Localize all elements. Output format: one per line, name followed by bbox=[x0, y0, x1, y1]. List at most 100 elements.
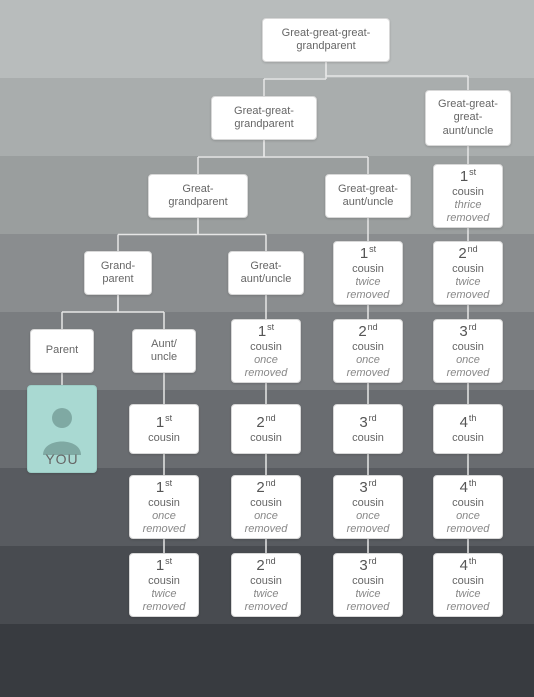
node-text: cousin bbox=[352, 497, 384, 510]
node-text: thrice bbox=[455, 199, 482, 212]
you-node: YOU bbox=[27, 385, 97, 473]
ordinal: 2nd bbox=[358, 322, 377, 341]
node-text: once bbox=[152, 510, 176, 523]
node-text: removed bbox=[347, 367, 390, 380]
node-text: Great-great- bbox=[234, 105, 294, 118]
node-text: removed bbox=[347, 601, 390, 614]
relation-node: 1stcousintwiceremoved bbox=[129, 553, 199, 617]
ordinal: 2nd bbox=[256, 478, 275, 497]
node-text: Grand- bbox=[101, 260, 135, 273]
relation-node: Great-grandparent bbox=[148, 174, 248, 218]
node-text: cousin bbox=[452, 432, 484, 445]
ordinal: 4th bbox=[460, 413, 477, 432]
node-text: Great-great- bbox=[338, 183, 398, 196]
relation-node: Great-aunt/uncle bbox=[228, 251, 304, 295]
node-text: removed bbox=[347, 289, 390, 302]
relation-node: 1stcousinthriceremoved bbox=[433, 164, 503, 228]
node-text: twice bbox=[355, 588, 380, 601]
node-text: Great-great- bbox=[438, 98, 498, 111]
node-text: twice bbox=[355, 276, 380, 289]
relation-node: 1stcousinonceremoved bbox=[231, 319, 301, 383]
node-text: cousin bbox=[352, 575, 384, 588]
node-text: once bbox=[456, 510, 480, 523]
relation-node: Parent bbox=[30, 329, 94, 373]
node-text: removed bbox=[447, 289, 490, 302]
node-text: cousin bbox=[352, 263, 384, 276]
ordinal: 3rd bbox=[359, 413, 376, 432]
node-text: great- bbox=[454, 111, 483, 124]
generation-band bbox=[0, 624, 534, 697]
ordinal: 4th bbox=[460, 478, 477, 497]
relation-node: Aunt/uncle bbox=[132, 329, 196, 373]
node-text: once bbox=[356, 510, 380, 523]
ordinal: 1st bbox=[258, 322, 274, 341]
relation-node: 3rdcousintwiceremoved bbox=[333, 553, 403, 617]
node-text: removed bbox=[245, 601, 288, 614]
node-text: removed bbox=[447, 367, 490, 380]
node-text: cousin bbox=[148, 575, 180, 588]
relation-node: 4thcousinonceremoved bbox=[433, 475, 503, 539]
you-label: YOU bbox=[28, 451, 96, 468]
node-text: removed bbox=[143, 601, 186, 614]
cousin-chart: Great-great-great-grandparentGreat-great… bbox=[0, 0, 534, 697]
node-text: Great- bbox=[182, 183, 213, 196]
node-text: cousin bbox=[452, 575, 484, 588]
node-text: cousin bbox=[148, 497, 180, 510]
node-text: twice bbox=[455, 588, 480, 601]
ordinal: 1st bbox=[156, 413, 172, 432]
node-text: removed bbox=[447, 212, 490, 225]
node-text: grandparent bbox=[234, 118, 293, 131]
node-text: cousin bbox=[452, 497, 484, 510]
node-text: removed bbox=[447, 601, 490, 614]
node-text: cousin bbox=[352, 432, 384, 445]
node-text: once bbox=[456, 354, 480, 367]
relation-node: 4thcousin bbox=[433, 404, 503, 454]
relation-node: 2ndcousintwiceremoved bbox=[433, 241, 503, 305]
node-text: Great-great-great- bbox=[282, 27, 371, 40]
relation-node: 1stcousintwiceremoved bbox=[333, 241, 403, 305]
node-text: cousin bbox=[250, 341, 282, 354]
node-text: removed bbox=[245, 523, 288, 536]
relation-node: 3rdcousinonceremoved bbox=[333, 475, 403, 539]
ordinal: 1st bbox=[460, 167, 476, 186]
node-text: removed bbox=[143, 523, 186, 536]
ordinal: 2nd bbox=[256, 413, 275, 432]
node-text: cousin bbox=[250, 575, 282, 588]
node-text: twice bbox=[253, 588, 278, 601]
ordinal: 3rd bbox=[359, 556, 376, 575]
node-text: once bbox=[254, 510, 278, 523]
node-text: twice bbox=[455, 276, 480, 289]
node-text: cousin bbox=[452, 341, 484, 354]
person-silhouette-icon bbox=[39, 403, 85, 455]
relation-node: 3rdcousin bbox=[333, 404, 403, 454]
relation-node: 2ndcousintwiceremoved bbox=[231, 553, 301, 617]
node-text: cousin bbox=[148, 432, 180, 445]
node-text: parent bbox=[102, 273, 133, 286]
relation-node: 2ndcousinonceremoved bbox=[333, 319, 403, 383]
node-text: cousin bbox=[250, 497, 282, 510]
node-text: cousin bbox=[452, 186, 484, 199]
node-text: twice bbox=[151, 588, 176, 601]
node-text: Great- bbox=[250, 260, 281, 273]
node-text: aunt/uncle bbox=[241, 273, 292, 286]
node-text: removed bbox=[245, 367, 288, 380]
node-text: cousin bbox=[352, 341, 384, 354]
ordinal: 1st bbox=[156, 556, 172, 575]
relation-node: 2ndcousinonceremoved bbox=[231, 475, 301, 539]
relation-node: 3rdcousinonceremoved bbox=[433, 319, 503, 383]
node-text: removed bbox=[347, 523, 390, 536]
node-text: aunt/uncle bbox=[343, 196, 394, 209]
node-text: Aunt/ bbox=[151, 338, 177, 351]
ordinal: 4th bbox=[460, 556, 477, 575]
ordinal: 1st bbox=[156, 478, 172, 497]
node-text: once bbox=[254, 354, 278, 367]
ordinal: 3rd bbox=[459, 322, 476, 341]
relation-node: 4thcousintwiceremoved bbox=[433, 553, 503, 617]
relation-node: Great-great-great-aunt/uncle bbox=[425, 90, 511, 146]
node-text: removed bbox=[447, 523, 490, 536]
node-text: Parent bbox=[46, 344, 78, 357]
relation-node: Great-great-great-grandparent bbox=[262, 18, 390, 62]
node-text: cousin bbox=[250, 432, 282, 445]
node-text: cousin bbox=[452, 263, 484, 276]
node-text: grandparent bbox=[296, 40, 355, 53]
